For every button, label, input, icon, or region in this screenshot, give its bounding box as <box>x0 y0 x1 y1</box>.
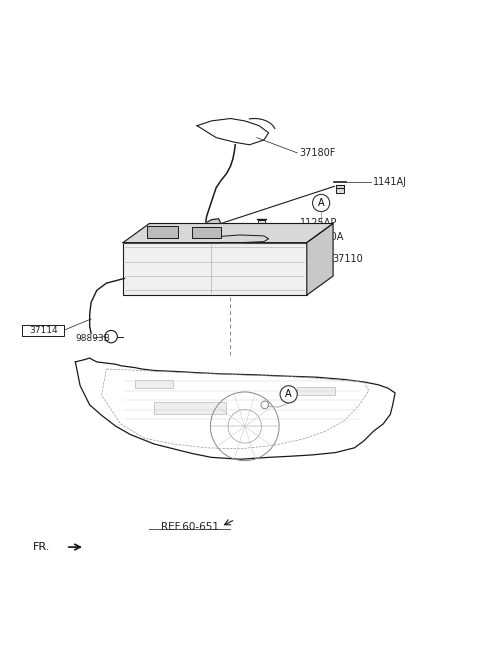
Text: REF.60-651: REF.60-651 <box>161 522 219 532</box>
Polygon shape <box>123 223 333 242</box>
FancyBboxPatch shape <box>154 403 226 415</box>
FancyBboxPatch shape <box>336 185 344 193</box>
Text: 37110: 37110 <box>332 254 363 264</box>
Text: FR.: FR. <box>33 542 50 552</box>
Text: 98893B: 98893B <box>75 334 110 342</box>
Polygon shape <box>307 223 333 295</box>
Polygon shape <box>204 219 221 228</box>
FancyBboxPatch shape <box>22 325 64 336</box>
Text: 37180F: 37180F <box>300 148 336 158</box>
FancyBboxPatch shape <box>147 226 178 238</box>
Polygon shape <box>221 235 269 242</box>
Text: A: A <box>286 390 292 399</box>
FancyBboxPatch shape <box>297 387 336 396</box>
Text: 37160A: 37160A <box>306 232 343 242</box>
Text: 1125AP: 1125AP <box>300 217 337 227</box>
FancyBboxPatch shape <box>123 242 307 295</box>
Text: 37114: 37114 <box>29 326 58 335</box>
Text: A: A <box>318 198 324 208</box>
FancyBboxPatch shape <box>258 219 265 227</box>
FancyBboxPatch shape <box>135 380 173 388</box>
FancyBboxPatch shape <box>192 227 221 238</box>
Text: 1141AJ: 1141AJ <box>372 177 407 187</box>
